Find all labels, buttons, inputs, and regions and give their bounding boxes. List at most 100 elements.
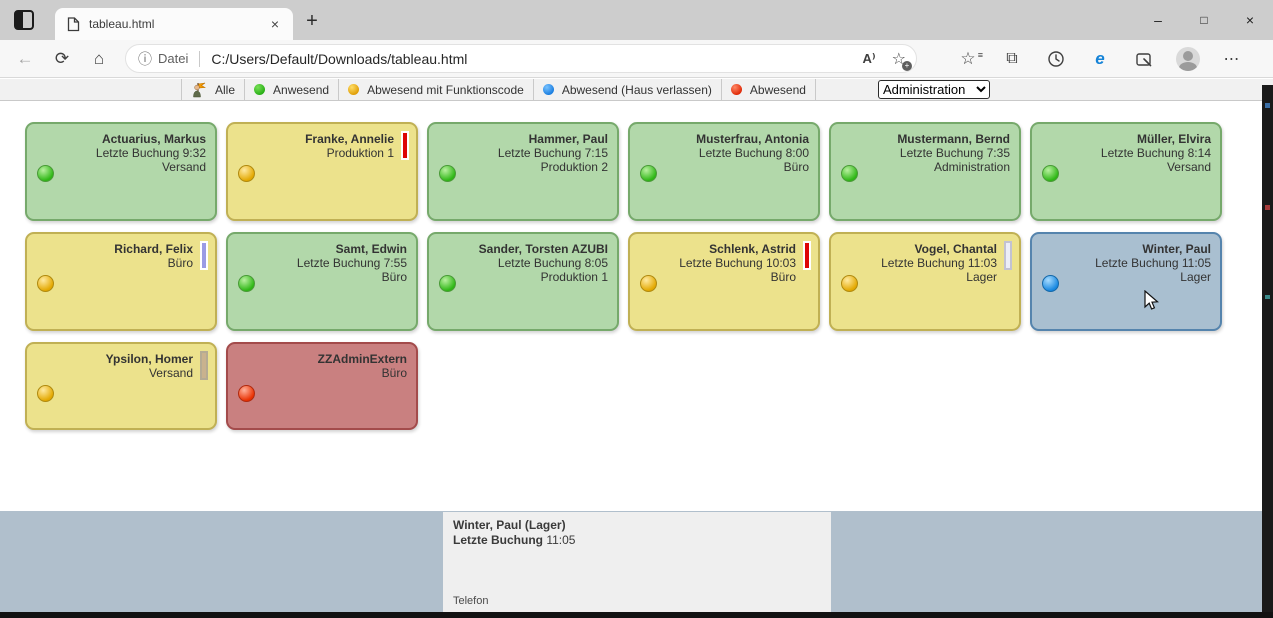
employee-detail-line: Versand <box>1166 160 1211 174</box>
employee-details: Letzte Buchung 7:15 Produktion 2 <box>461 146 608 174</box>
employee-detail-line: Letzte Buchung 8:14 <box>1100 146 1211 160</box>
employee-detail-line: Letzte Buchung 8:00 <box>698 146 809 160</box>
ie-mode-icon[interactable]: e <box>1095 48 1105 68</box>
function-code-indicator <box>401 131 409 160</box>
back-icon[interactable]: ← <box>16 48 34 68</box>
status-dot-icon <box>542 84 554 95</box>
employee-details: Letzte Buchung 11:05 Lager <box>1064 256 1211 284</box>
legend-label: Anwesend <box>273 82 330 97</box>
legend-label: Alle <box>215 82 236 97</box>
detail-panel: Winter, Paul (Lager) Letzte Buchung 11:0… <box>0 511 1262 612</box>
status-orb-icon <box>439 275 456 292</box>
employee-detail-line: Lager <box>1180 270 1211 284</box>
desktop-edge-right <box>1262 85 1273 618</box>
employee-name: Hammer, Paul <box>528 132 608 146</box>
maximize-button[interactable]: □ <box>1200 13 1208 27</box>
status-orb-icon <box>37 275 54 292</box>
new-tab-button[interactable]: + <box>306 9 318 32</box>
employee-card[interactable]: Ypsilon, Homer Versand <box>25 342 217 430</box>
address-bar[interactable]: ⓘ Datei C:/Users/Default/Downloads/table… <box>125 44 917 73</box>
employee-detail-line: Versand <box>161 160 206 174</box>
employee-name: Schlenk, Astrid <box>709 242 796 256</box>
department-filter-select[interactable]: Administration <box>877 80 990 99</box>
mouse-help-cursor-icon <box>1144 290 1180 322</box>
employee-card[interactable]: Actuarius, Markus Letzte Buchung 9:32 Ver… <box>25 122 217 221</box>
employee-name: Ypsilon, Homer <box>105 352 193 366</box>
status-orb-icon <box>439 165 456 182</box>
employee-card[interactable]: Müller, Elvira Letzte Buchung 8:14 Versan… <box>1030 122 1222 221</box>
employee-detail-line: Letzte Buchung 8:05 <box>497 256 608 270</box>
browser-tab-active[interactable]: tableau.html × <box>55 8 293 40</box>
settings-more-icon[interactable]: ⋯ <box>1223 50 1241 68</box>
employee-details: Versand <box>59 366 193 380</box>
employee-card[interactable]: Winter, Paul Letzte Buchung 11:05 Lager <box>1030 232 1222 331</box>
employee-name: Richard, Felix <box>114 242 193 256</box>
add-favorite-icon[interactable]: ☆ + <box>892 49 912 71</box>
web-capture-icon[interactable] <box>1129 44 1159 74</box>
employee-card[interactable]: Vogel, Chantal Letzte Buchung 11:03 Lager <box>829 232 1021 331</box>
status-orb-icon <box>841 275 858 292</box>
page-document-icon <box>67 16 80 32</box>
employee-card[interactable]: Mustermann, Bernd Letzte Buchung 7:35 Adm… <box>829 122 1021 221</box>
employee-detail-line: Büro <box>167 256 193 270</box>
employee-name: Samt, Edwin <box>335 242 407 256</box>
refresh-icon[interactable]: ⟳ <box>54 48 70 68</box>
status-dot-icon <box>254 84 266 95</box>
employee-name: Sander, Torsten AZUBI <box>478 242 608 256</box>
status-orb-icon <box>37 165 54 182</box>
tab-title: tableau.html <box>89 17 155 31</box>
status-orb-icon <box>841 165 858 182</box>
employee-detail-line: Büro <box>770 270 796 284</box>
employee-detail-line: Lager <box>966 270 997 284</box>
employee-card[interactable]: Hammer, Paul Letzte Buchung 7:15 Produkti… <box>427 122 619 221</box>
tooltip-value: 11:05 <box>543 533 576 547</box>
employee-detail-line: Letzte Buchung 9:32 <box>95 146 206 160</box>
read-aloud-icon[interactable]: A⁾ <box>862 50 876 66</box>
legend-label: Abwesend <box>749 82 806 97</box>
address-url[interactable]: C:/Users/Default/Downloads/tableau.html <box>211 50 468 67</box>
employee-details: Letzte Buchung 7:35 Administration <box>863 146 1010 174</box>
status-orb-icon <box>1042 165 1059 182</box>
employee-details: Büro <box>260 366 407 380</box>
info-icon[interactable]: ⓘ <box>138 50 152 67</box>
home-icon[interactable]: ⌂ <box>93 48 105 68</box>
history-icon[interactable] <box>1041 44 1071 74</box>
employee-details: Letzte Buchung 8:00 Büro <box>662 146 809 174</box>
legend-item-anwesend: Anwesend <box>245 79 340 100</box>
status-orb-icon <box>238 275 255 292</box>
function-code-indicator <box>1004 241 1012 270</box>
employee-card[interactable]: Samt, Edwin Letzte Buchung 7:55 Büro <box>226 232 418 331</box>
collections-icon[interactable]: ⧉ <box>1006 49 1018 67</box>
favorites-icon[interactable]: ☆ ≡ <box>960 48 983 68</box>
toolbar-right-icons: ☆ ≡ ⧉ e ⋯ <box>939 44 1247 74</box>
employee-tooltip: Winter, Paul (Lager) Letzte Buchung 11:0… <box>443 512 831 612</box>
employee-name: Franke, Annelie <box>305 132 394 146</box>
employee-card[interactable]: Musterfrau, Antonia Letzte Buchung 8:00 B… <box>628 122 820 221</box>
employee-details: Letzte Buchung 8:05 Produktion 1 <box>461 256 608 284</box>
legend-cells: Alle Anwesend Abwesend mit Funktionscode… <box>182 79 816 100</box>
employee-detail-line: Letzte Buchung 7:15 <box>497 146 608 160</box>
employee-name: ZZAdminExtern <box>317 352 407 366</box>
employee-detail-line: Büro <box>783 160 809 174</box>
employee-details: Letzte Buchung 8:14 Versand <box>1064 146 1211 174</box>
employee-name: Mustermann, Bernd <box>897 132 1010 146</box>
employee-details: Büro <box>59 256 193 270</box>
employee-card[interactable]: Sander, Torsten AZUBI Letzte Buchung 8:0… <box>427 232 619 331</box>
employee-detail-line: Letzte Buchung 7:35 <box>899 146 1010 160</box>
status-orb-icon <box>37 385 54 402</box>
tab-actions-menu-icon[interactable] <box>14 10 34 30</box>
employee-card[interactable]: Schlenk, Astrid Letzte Buchung 10:03 Büro <box>628 232 820 331</box>
employee-card[interactable]: Franke, Annelie Produktion 1 <box>226 122 418 221</box>
employee-card[interactable]: Richard, Felix Büro <box>25 232 217 331</box>
close-button[interactable]: × <box>1245 12 1255 28</box>
employee-card[interactable]: ZZAdminExtern Büro <box>226 342 418 430</box>
minimize-button[interactable]: – <box>1154 12 1162 28</box>
tooltip-label: Letzte Buchung <box>453 533 543 547</box>
card-grid: Actuarius, Markus Letzte Buchung 9:32 Ver… <box>0 101 1240 430</box>
legend-spacer <box>0 79 182 100</box>
employee-detail-line: Produktion 2 <box>540 160 608 174</box>
employee-detail-line: Produktion 1 <box>540 270 608 284</box>
profile-avatar[interactable] <box>1173 44 1203 74</box>
tab-close-icon[interactable]: × <box>270 16 280 32</box>
legend-item-abwesend: Abwesend <box>722 79 816 100</box>
